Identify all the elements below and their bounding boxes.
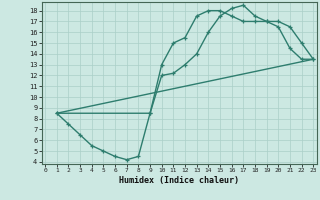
X-axis label: Humidex (Indice chaleur): Humidex (Indice chaleur) xyxy=(119,176,239,185)
